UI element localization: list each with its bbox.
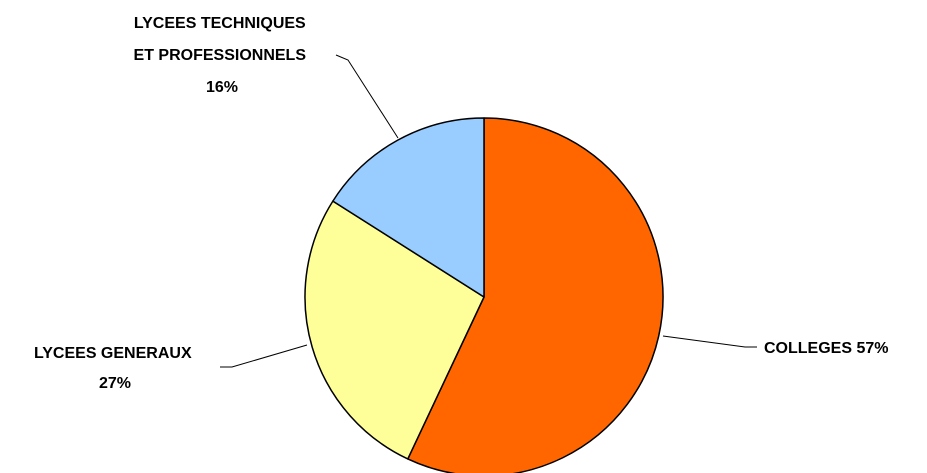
pie-slices [304, 117, 664, 473]
pie-slice-colleges [407, 117, 664, 473]
label-lycees-techniques-percent: 16% [206, 79, 238, 96]
leader-lines [220, 54, 757, 368]
pie-slice-lycees-generaux [304, 200, 485, 460]
pie-slice-lycees-techniques [332, 117, 485, 298]
leader-line-colleges [662, 335, 757, 348]
label-lycees-techniques-line2: ET PROFESSIONNELS [134, 47, 307, 64]
label-colleges-percent: 57% [856, 340, 888, 357]
label-lycees-techniques-line1: LYCEES TECHNIQUES [134, 15, 306, 32]
label-colleges: COLLEGES 57% [764, 340, 889, 357]
label-lycees-techniques: LYCEES TECHNIQUES ET PROFESSIONNELS 16% [134, 15, 311, 96]
label-lycees-generaux-name: LYCEES GENERAUX [34, 345, 192, 362]
label-lycees-generaux: LYCEES GENERAUX 27% [34, 345, 196, 392]
label-colleges-name: COLLEGES [764, 340, 852, 357]
leader-line-lycees-generaux [220, 344, 308, 368]
leader-line-lycees-techniques [335, 54, 399, 139]
label-lycees-generaux-percent: 27% [99, 375, 131, 392]
